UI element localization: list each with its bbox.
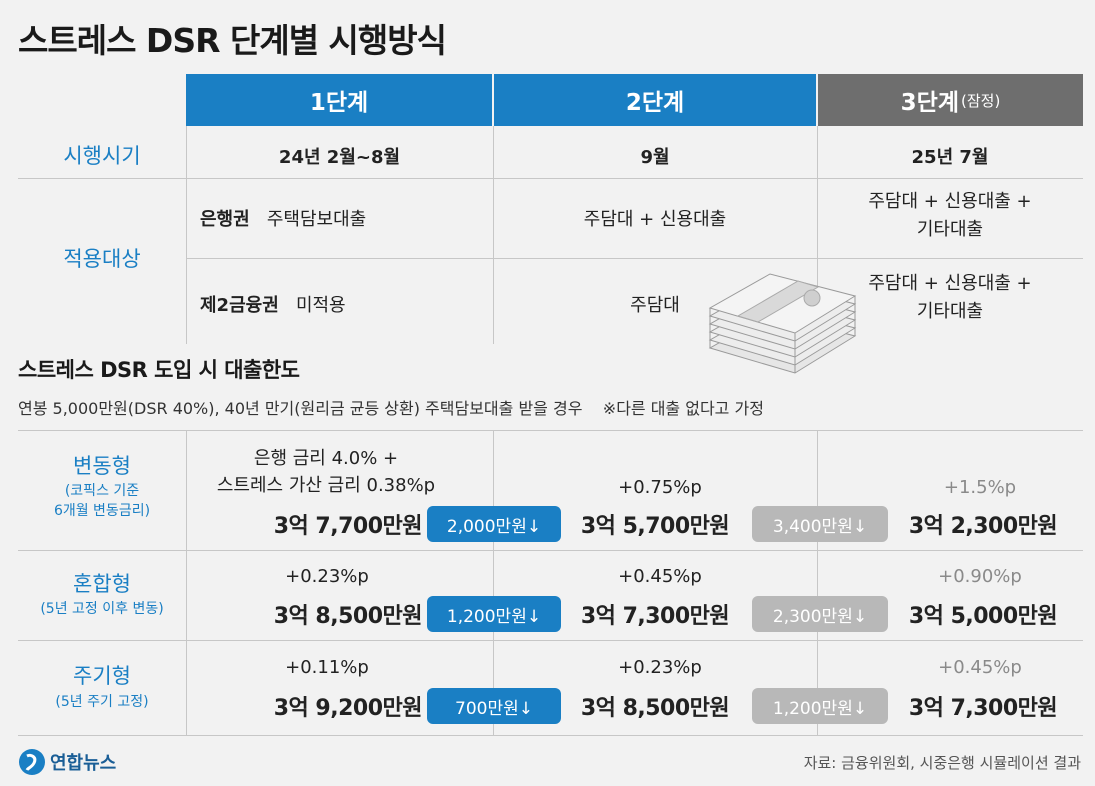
loan-type-desc-line1: (코픽스 기준 [64, 483, 140, 499]
source-note: 자료: 금융위원회, 시중은행 시뮬레이션 결과 [803, 754, 1081, 772]
stage-3-label: 3단계 [900, 90, 959, 116]
stage-1-amount: 3억 9,200만원 [273, 696, 423, 721]
loan-type-desc: (5년 고정 이후 변동) [40, 601, 164, 617]
limit-section-title: 스트레스 DSR 도입 시 대출한도 [18, 358, 300, 382]
money-stack-icon [708, 273, 857, 374]
loan-type-desc: (코픽스 기준 6개월 변동금리) [18, 481, 186, 521]
stage-3-rate: +1.5%p [943, 477, 1017, 498]
divider [18, 640, 1083, 641]
divider [186, 258, 1083, 259]
stage-2-label: 2단계 [625, 90, 685, 116]
stage-3-note: (잠정) [961, 91, 1001, 110]
schedule-stage-3: 25년 7월 [911, 147, 989, 168]
stage-1-rate-line1: 은행 금리 4.0% + [253, 448, 399, 469]
bank-name: 은행권 [200, 209, 250, 230]
stage-2-rate: +0.75%p [618, 477, 702, 498]
divider [493, 126, 494, 344]
divider [18, 550, 1083, 551]
stage-3-header: 3단계 (잠정) [818, 74, 1083, 126]
stage-3-rate: +0.45%p [938, 657, 1022, 678]
loan-type-name: 주기형 [73, 664, 131, 688]
divider [186, 430, 187, 735]
stage-3-amount: 3억 5,000만원 [908, 604, 1058, 629]
reduction-badge: 2,300만원↓ [752, 596, 888, 632]
stage-1-label: 1단계 [309, 90, 369, 116]
secondary-scope-stage-3: 주담대 + 신용대출 + 기타대출 [817, 270, 1083, 326]
yonhap-logo: 연합뉴스 [18, 748, 116, 776]
stage-1-amount: 3억 8,500만원 [273, 604, 423, 629]
stage-1-amount: 3억 7,700만원 [273, 514, 423, 539]
bank-stage-1-value: 주택담보대출 [266, 209, 367, 230]
divider [18, 430, 1083, 431]
divider [817, 126, 818, 344]
stage-1-rate: 은행 금리 4.0% + 스트레스 가산 금리 0.38%p [186, 445, 466, 499]
stage-2-rate: +0.23%p [618, 657, 702, 678]
stage-3-amount: 3억 7,300만원 [908, 696, 1058, 721]
reduction-badge: 1,200만원↓ [427, 596, 561, 632]
stage-2-amount: 3억 8,500만원 [580, 696, 730, 721]
reduction-badge: 700만원↓ [427, 688, 561, 724]
stage-1-rate-line2: 스트레스 가산 금리 0.38%p [216, 475, 436, 496]
page-title: 스트레스 DSR 단계별 시행방식 [18, 21, 447, 60]
divider [817, 430, 818, 735]
secondary-scope-stage-1: 제2금융권 미적용 [200, 291, 346, 317]
scope-label: 적용대상 [63, 247, 141, 271]
condition-note: ※다른 대출 없다고 가정 [602, 399, 764, 418]
stage-3-amount: 3억 2,300만원 [908, 514, 1058, 539]
stage-1-rate: +0.23%p [285, 566, 369, 587]
divider [493, 430, 494, 735]
stage-1-rate: +0.11%p [285, 657, 369, 678]
loan-type-desc-line2: 6개월 변동금리) [53, 503, 151, 519]
stage-2-header: 2단계 [494, 74, 816, 126]
reduction-badge: 2,000만원↓ [427, 506, 561, 542]
condition-text: 연봉 5,000만원(DSR 40%), 40년 만기(원리금 균등 상환) 주… [18, 399, 583, 418]
yonhap-logo-icon [19, 749, 45, 775]
secondary-stage-1-value: 미적용 [295, 295, 346, 316]
schedule-stage-2: 9월 [640, 147, 670, 168]
bank-scope-stage-3: 주담대 + 신용대출 + 기타대출 [817, 188, 1083, 244]
bank-stage-3-line1: 주담대 + 신용대출 + [868, 191, 1032, 212]
divider [18, 735, 1083, 736]
schedule-label: 시행시기 [63, 144, 141, 168]
stage-2-rate: +0.45%p [618, 566, 702, 587]
reduction-badge: 3,400만원↓ [752, 506, 888, 542]
secondary-stage-3-line2: 기타대출 [916, 301, 984, 322]
divider [186, 126, 187, 344]
bank-scope-stage-2: 주담대 + 신용대출 [583, 209, 727, 230]
logo-text: 연합뉴스 [50, 753, 117, 774]
secondary-scope-stage-2: 주담대 [630, 295, 680, 316]
secondary-stage-3-line1: 주담대 + 신용대출 + [868, 273, 1032, 294]
stage-1-header: 1단계 [186, 74, 492, 126]
loan-type-name: 혼합형 [73, 572, 131, 596]
schedule-stage-1: 24년 2월~8월 [278, 147, 401, 168]
loan-type-name: 변동형 [73, 454, 131, 478]
loan-type-desc: (5년 주기 고정) [55, 694, 149, 710]
bank-stage-3-line2: 기타대출 [916, 219, 984, 240]
limit-condition: 연봉 5,000만원(DSR 40%), 40년 만기(원리금 균등 상환) 주… [18, 395, 764, 419]
secondary-name: 제2금융권 [200, 295, 279, 316]
stage-2-amount: 3억 5,700만원 [580, 514, 730, 539]
bank-scope-stage-1: 은행권 주택담보대출 [200, 205, 366, 231]
reduction-badge: 1,200만원↓ [752, 688, 888, 724]
stage-3-rate: +0.90%p [938, 566, 1022, 587]
stage-2-amount: 3억 7,300만원 [580, 604, 730, 629]
divider [18, 178, 1083, 179]
